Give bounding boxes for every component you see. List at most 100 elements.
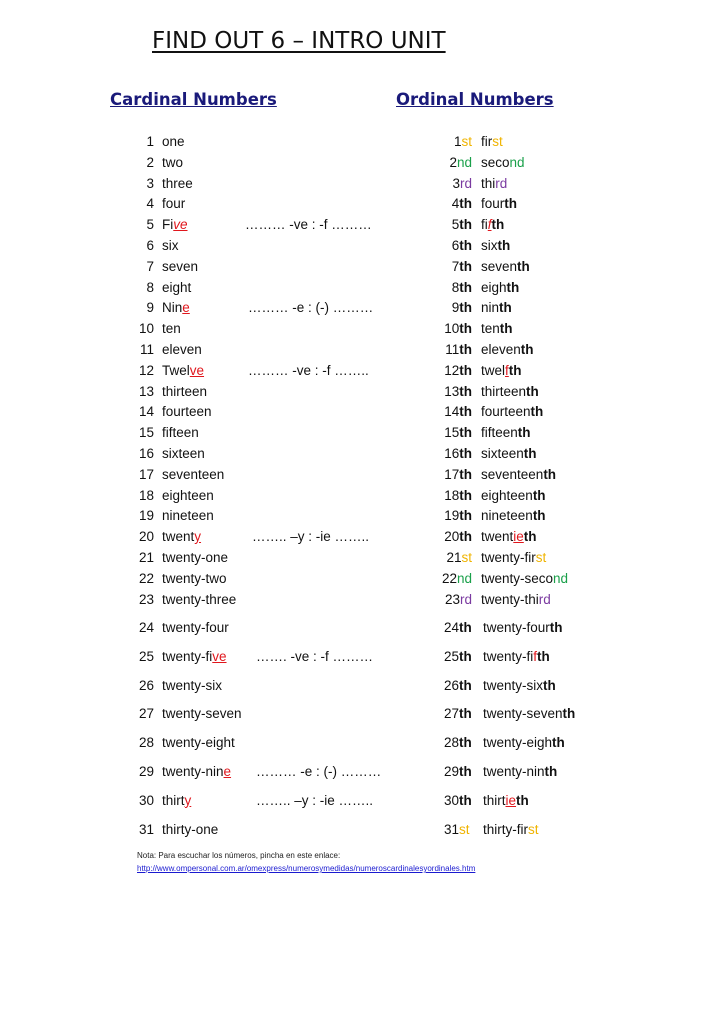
cardinal-word: Nine (162, 298, 190, 318)
cardinal-number: 26 (138, 677, 154, 693)
ordinal-number: 21st (446, 548, 472, 568)
cardinal-word: thirty (162, 791, 191, 811)
number-row: 14 fourteen 14th fourteenth (0, 402, 719, 422)
number-row: 4 four 4th fourth (0, 194, 719, 214)
cardinal-number: 8 (146, 279, 154, 295)
ordinal-word-part: twenty-six (483, 677, 544, 693)
ordinal-word-part: ten (481, 321, 500, 337)
ordinal-word: twenty-second (481, 569, 568, 589)
ordinal-number: 19th (444, 506, 472, 526)
cardinal-word-part: sixteen (162, 446, 205, 461)
cardinal-word-part: twenty-eight (162, 735, 235, 751)
ordinal-word-part: thirteen (481, 383, 527, 399)
ordinal-number: 24th (444, 618, 472, 638)
ordinal-number-part: th (459, 404, 472, 420)
spelling-rule-note: ……… -ve : -f ……… (245, 217, 372, 233)
cardinal-word-part: twenty-seven (162, 706, 242, 722)
cardinal-word-part: thirty-one (162, 821, 219, 837)
cardinal-word-part: one (162, 134, 185, 149)
cardinal-word: twenty-nine (162, 762, 231, 782)
ordinal-word: seventeenth (481, 465, 556, 485)
ordinal-number: 1st (454, 132, 472, 152)
number-row: 2 two 2nd second (0, 153, 719, 173)
ordinal-word-part: twent (481, 529, 514, 545)
ordinal-word: twenty-first (481, 548, 546, 568)
cardinal-number: 17 (138, 466, 154, 482)
ordinal-word-part: th (516, 792, 529, 808)
ordinal-number-part: nd (456, 570, 472, 586)
audio-link[interactable]: http://www.ompersonal.com.ar/omexpress/n… (137, 864, 476, 873)
ordinal-word: thirtieth (483, 791, 529, 811)
ordinal-number-part: 19 (444, 508, 460, 524)
ordinal-word: twenty-ninth (483, 762, 557, 782)
ordinal-word: twentieth (481, 527, 537, 547)
ordinal-word-part: th (544, 764, 558, 779)
ordinal-word-part: seco (481, 154, 510, 170)
ordinal-number: 28th (444, 733, 472, 753)
ordinal-number-part: 6 (451, 238, 460, 253)
ordinal-word: twelfth (481, 361, 522, 381)
ordinal-word: second (481, 153, 525, 173)
ordinal-number-part: th (459, 383, 472, 399)
ordinal-word-part: nineteen (481, 508, 533, 524)
cardinal-word-part: twenty-nin (162, 764, 224, 779)
cardinal-word-part: seven (162, 258, 199, 274)
cardinal-word-part: e (223, 764, 232, 779)
cardinal-word: Five (162, 215, 188, 235)
number-row: 17 seventeen 17th seventeenth (0, 465, 719, 485)
ordinal-number-part: th (459, 425, 472, 441)
ordinal-number-part: rd (459, 175, 472, 191)
cardinal-word-part: ve (189, 362, 205, 378)
number-row: 5 Five……… -ve : -f ……… 5th fifth (0, 215, 719, 235)
ordinal-number-part: st (461, 550, 472, 565)
number-row: 22 twenty-two 22nd twenty-second (0, 569, 719, 589)
ordinal-word: twenty-seventh (483, 704, 575, 724)
cardinal-word: twenty-eight (162, 733, 235, 753)
ordinal-word-part: th (499, 300, 512, 316)
cardinal-number: 28 (138, 735, 154, 751)
spelling-rule-note: ……… -e : (-) ……… (256, 764, 382, 779)
ordinal-number-part: th (459, 620, 472, 635)
ordinal-number: 3rd (452, 174, 472, 194)
cardinal-number: 12 (138, 362, 154, 378)
ordinal-word-part: eighteen (481, 487, 533, 503)
ordinal-number-part: th (459, 321, 472, 337)
ordinal-number-part: 15 (444, 425, 460, 441)
ordinal-number-part: th (459, 446, 472, 461)
ordinal-word-part: twenty-nin (483, 764, 545, 779)
cardinal-word-part: twenty-three (162, 591, 237, 607)
ordinal-number-part: 22 (441, 570, 457, 586)
ordinal-number-part: th (459, 342, 472, 357)
ordinal-word-part: th (543, 466, 557, 482)
ordinal-number: 4th (452, 194, 472, 214)
ordinal-word: eleventh (481, 340, 534, 360)
cardinal-word-part: twenty-six (162, 677, 223, 693)
ordinal-number-part: 14 (444, 404, 460, 420)
cardinal-word-part: nineteen (162, 508, 214, 524)
ordinal-number-part: th (459, 217, 472, 233)
ordinal-word-part: th (517, 425, 531, 441)
ordinal-word-part: st (492, 134, 503, 149)
ordinal-word-part: th (530, 404, 544, 420)
ordinal-number-part: th (459, 258, 472, 274)
cardinal-word-part: three (162, 175, 193, 191)
ordinal-number-part: 7 (451, 258, 460, 274)
ordinal-word-part: thirt (483, 792, 506, 808)
ordinal-word-part: fourteen (481, 404, 531, 420)
cardinal-word-part: two (162, 154, 184, 170)
ordinal-word-part: nd (509, 154, 525, 170)
ordinal-number-part: th (459, 196, 472, 212)
number-row: 11 eleven 11th eleventh (0, 340, 719, 360)
ordinal-number: 17th (444, 465, 472, 485)
ordinal-word-part: eleven (481, 342, 521, 357)
cardinal-word-part: eighteen (162, 487, 214, 503)
cardinal-word: Twelve (162, 361, 204, 381)
ordinal-word-part: ie (513, 529, 524, 545)
cardinal-word: four (162, 194, 185, 214)
cardinal-number: 23 (138, 591, 154, 607)
cardinal-word: twenty-one (162, 548, 228, 568)
cardinal-word: one (162, 132, 185, 152)
ordinal-number-part: th (459, 300, 472, 316)
cardinal-word-part: twenty-two (162, 570, 227, 586)
